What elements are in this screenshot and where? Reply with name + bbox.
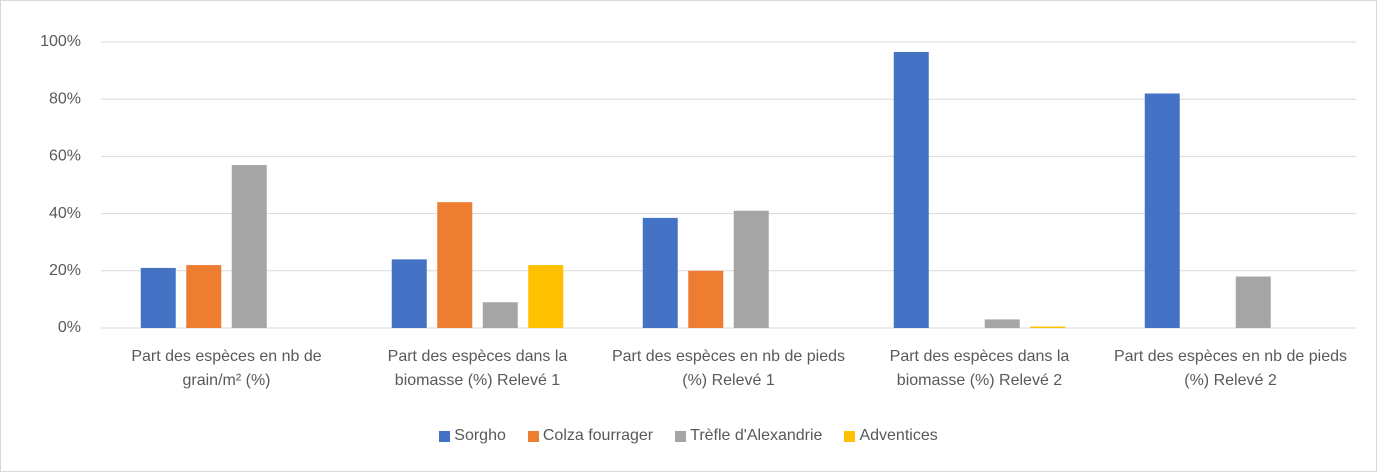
legend-item: Adventices (844, 427, 938, 445)
legend-label: Trèfle d'Alexandrie (690, 427, 823, 444)
bar (482, 302, 518, 328)
legend-item: Colza fourrager (527, 427, 654, 445)
y-tick-label: 60% (49, 148, 81, 165)
bar (391, 259, 427, 328)
legend-swatch (439, 430, 451, 442)
x-tick-label: Part des espèces en nb de pieds (%) Rele… (611, 348, 846, 389)
legend-item: Trèfle d'Alexandrie (675, 427, 822, 445)
bar (984, 319, 1020, 328)
y-tick-label: 40% (49, 205, 81, 222)
bar (186, 265, 222, 328)
bar (688, 270, 724, 328)
legend-item: Sorgho (439, 427, 506, 445)
legend-label: Sorgho (454, 427, 506, 444)
legend-label: Adventices (859, 427, 938, 444)
x-tick-label: Part des espèces dans la biomasse (%) Re… (387, 348, 568, 389)
x-tick-label: Part des espèces dans la biomasse (%) Re… (889, 348, 1070, 389)
x-tick-label: Part des espèces en nb de pieds (%) Rele… (1113, 348, 1348, 389)
bar (1030, 326, 1066, 328)
bar (231, 164, 267, 328)
legend-swatch (527, 430, 539, 442)
y-tick-label: 20% (49, 262, 81, 279)
bar (140, 267, 176, 328)
legend-label: Colza fourrager (542, 427, 654, 444)
legend-swatch (844, 430, 856, 442)
bar (528, 265, 564, 328)
y-tick-label: 80% (49, 90, 81, 107)
bar (1144, 93, 1180, 328)
bar (642, 217, 678, 328)
legend: Sorgho Colza fourrager Trèfle d'Alexandrie… (1, 427, 1376, 445)
y-tick-label: 100% (40, 33, 81, 50)
bar (733, 210, 769, 328)
legend-swatch (675, 430, 687, 442)
bar (893, 52, 929, 328)
bar (437, 202, 473, 328)
bar (1235, 276, 1271, 328)
x-tick-label: Part des espèces en nb de grain/m² (%) (131, 348, 322, 389)
y-tick-label: 0% (58, 319, 81, 336)
